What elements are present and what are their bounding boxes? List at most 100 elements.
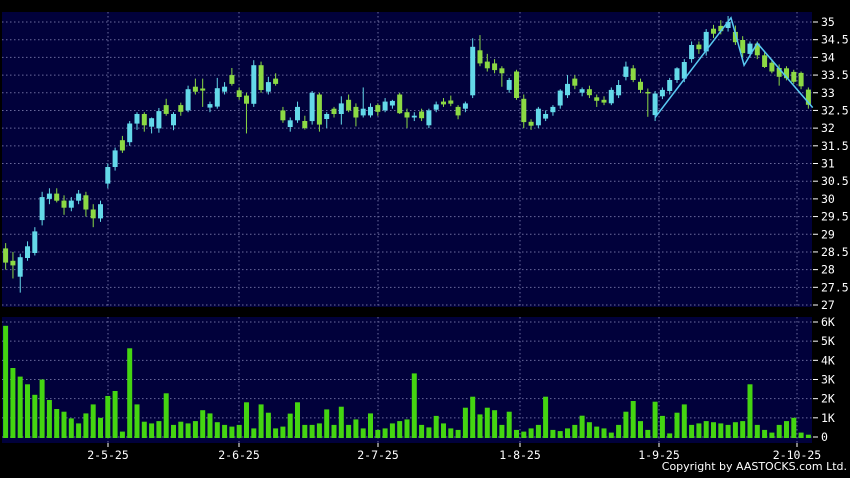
volume-bar <box>499 424 505 438</box>
candle-up <box>462 103 468 109</box>
volume-tick-label: 5K <box>821 334 835 348</box>
volume-bar <box>141 421 147 438</box>
candle-down <box>419 111 425 119</box>
candle-up <box>506 80 512 90</box>
volume-bar <box>368 413 373 438</box>
candle-up <box>535 108 541 126</box>
trend-line <box>654 16 814 118</box>
volume-bar <box>492 410 498 438</box>
candle-up <box>105 167 111 184</box>
volume-bar <box>506 411 512 438</box>
candle-up <box>207 104 213 108</box>
volume-bar <box>338 406 344 438</box>
volume-bar <box>608 432 614 438</box>
candle-up <box>623 66 629 77</box>
volume-bar <box>229 426 235 438</box>
candle-up <box>149 118 155 127</box>
price-tick-label: 32.5 <box>821 103 849 117</box>
volume-bar <box>528 428 534 438</box>
candle-up <box>287 120 293 127</box>
volume-bar <box>419 424 425 438</box>
volume-bar <box>375 429 381 438</box>
volume-tick-label: 3K <box>821 372 835 386</box>
volume-bar <box>192 421 198 438</box>
volume-bar <box>477 414 483 438</box>
volume-bar <box>76 423 82 438</box>
volume-bar <box>302 424 308 438</box>
volume-bar <box>572 424 578 438</box>
volume-bar <box>703 421 709 438</box>
candle-down <box>711 28 716 34</box>
volume-bar <box>68 418 74 438</box>
price-tick-label: 30 <box>821 192 835 206</box>
candle-up <box>616 85 622 96</box>
volume-bar <box>514 429 519 438</box>
volume-bar <box>258 404 264 438</box>
price-tick-label: 34.5 <box>821 33 849 47</box>
candle-down <box>784 68 789 79</box>
volume-bar <box>521 431 527 438</box>
volume-bar <box>791 417 797 438</box>
candle-down <box>492 63 498 71</box>
date-tick-label: 1-9-25 <box>638 448 680 462</box>
candle-down <box>805 89 811 105</box>
candle-up <box>46 193 52 199</box>
candle-up <box>17 257 23 277</box>
candle-down <box>61 200 67 208</box>
volume-bar <box>222 424 228 438</box>
candle-up <box>39 197 45 221</box>
date-tick-label: 2-6-25 <box>218 448 260 462</box>
candle-down <box>477 50 483 64</box>
price-tick-label: 28 <box>821 263 835 277</box>
candle-down <box>331 108 337 114</box>
candle-down <box>521 98 527 123</box>
volume-bar <box>433 415 439 438</box>
volume-bar <box>295 402 300 438</box>
price-tick-label: 29.5 <box>821 210 849 224</box>
volume-bar <box>149 423 155 438</box>
price-tick-label: 27.5 <box>821 280 849 294</box>
volume-bar <box>17 376 23 438</box>
volume-tick-label: 2K <box>821 392 835 406</box>
price-tick-label: 28.5 <box>821 245 849 259</box>
candle-up <box>426 110 432 126</box>
candle-up <box>32 231 38 253</box>
volume-bar <box>200 410 206 438</box>
candle-down <box>244 95 249 104</box>
candle-down <box>178 105 184 112</box>
candle-down <box>192 86 198 92</box>
candle-down <box>3 248 9 263</box>
volume-bar <box>667 433 673 438</box>
copyright-text: Copyright by AASTOCKS.com Ltd. <box>661 460 847 473</box>
volume-bar <box>324 409 330 438</box>
candle-down <box>141 114 147 126</box>
volume-bar <box>32 394 38 438</box>
candle-up <box>747 43 753 54</box>
price-gridlines <box>2 21 812 306</box>
volume-bar <box>535 424 541 438</box>
volume-bar <box>346 424 352 438</box>
candle-up <box>360 108 366 116</box>
volume-bar <box>316 423 322 438</box>
volume-bar <box>163 393 169 438</box>
candle-up <box>433 104 439 110</box>
volume-bar <box>586 422 592 438</box>
volume-bar <box>397 421 403 438</box>
candle-down <box>638 81 643 90</box>
price-tick-label: 34 <box>821 50 835 64</box>
volume-bar <box>119 431 125 438</box>
candle-up <box>382 101 388 111</box>
candle-down <box>499 68 505 74</box>
candle-down <box>229 75 235 84</box>
volume-bar <box>90 404 96 438</box>
volume-bar <box>171 424 176 438</box>
candle-up <box>689 45 695 60</box>
candle-up <box>68 200 74 208</box>
candle-down <box>484 61 490 69</box>
volume-bar <box>557 431 563 438</box>
volume-bar <box>156 421 162 438</box>
candle-up <box>368 106 373 116</box>
volume-bar <box>265 412 271 438</box>
volume-bar <box>711 422 716 438</box>
candle-down <box>762 55 768 67</box>
